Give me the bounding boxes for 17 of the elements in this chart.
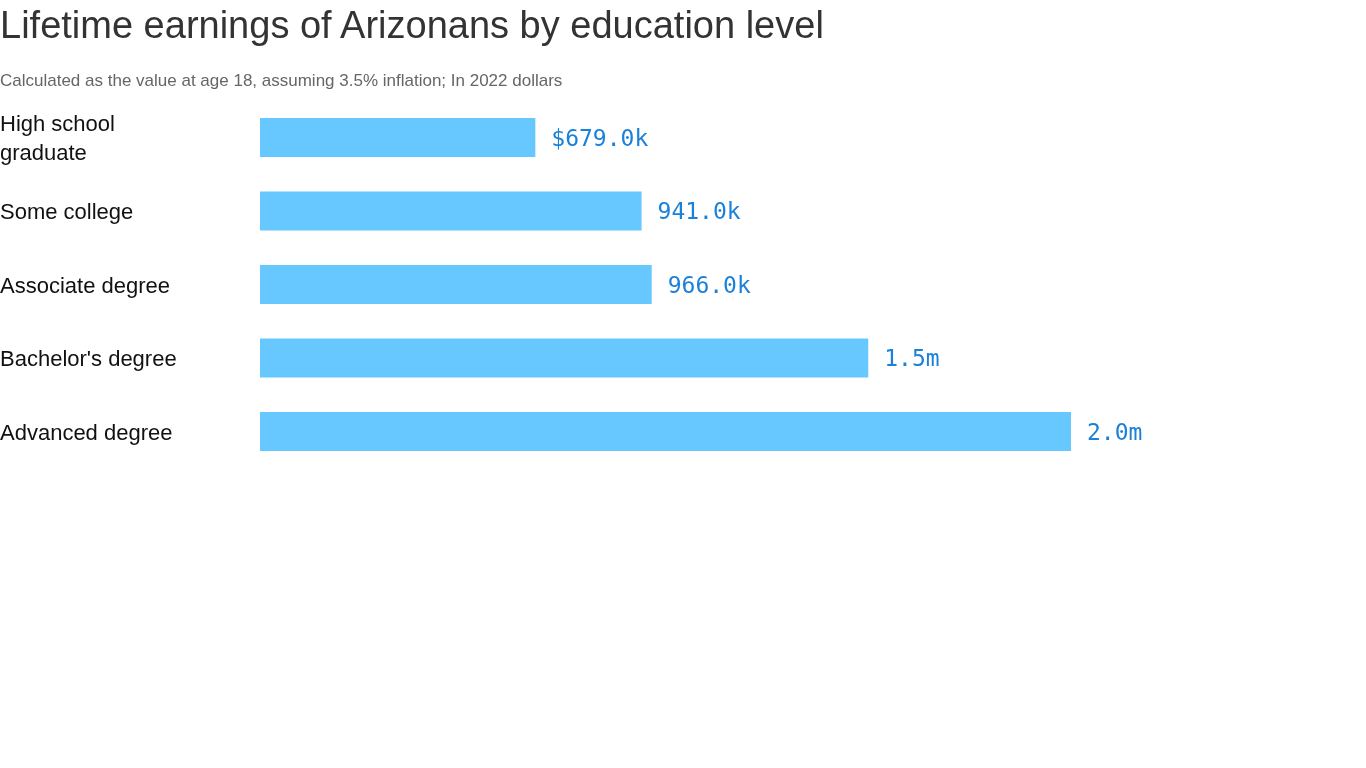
- bar: [260, 118, 536, 157]
- data-label: 2.0m: [1087, 418, 1143, 445]
- y-tick-label: Bachelor's degree: [0, 346, 177, 371]
- bar: [260, 265, 652, 304]
- chart-subtitle: Calculated as the value at age 18, assuming 3.5% inflation; In 2022 dollars: [0, 71, 563, 90]
- data-label: 1.5m: [884, 345, 940, 371]
- y-tick-label: Associate degree: [0, 272, 170, 298]
- data-label: $679.0k: [551, 124, 649, 151]
- y-tick-label: Advanced degree: [0, 419, 173, 445]
- y-tick-label: Some college: [0, 199, 134, 224]
- chart-title: Lifetime earnings of Arizonans by education level: [0, 4, 824, 46]
- data-label: 966.0k: [667, 271, 751, 298]
- data-label: 941.0k: [657, 198, 741, 224]
- bar: [260, 412, 1071, 451]
- y-tick-label: High school graduate: [0, 111, 115, 165]
- bar: [260, 338, 869, 378]
- bar: [260, 191, 642, 231]
